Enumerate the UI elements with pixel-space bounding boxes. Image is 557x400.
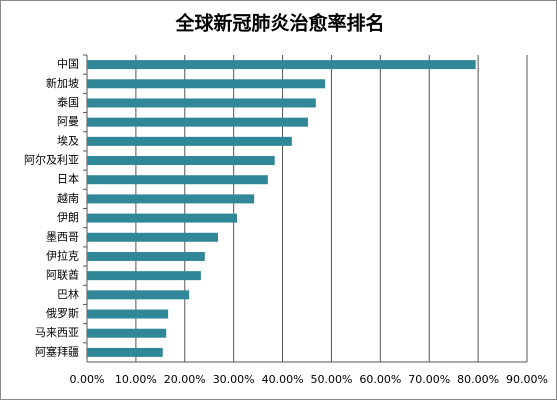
x-tick-label: 60.00%	[359, 373, 401, 386]
x-tick-label: 40.00%	[262, 373, 304, 386]
y-tick-label: 阿尔及利亚	[24, 154, 79, 167]
bar	[87, 79, 326, 89]
y-tick-label: 越南	[57, 191, 79, 205]
y-tick-label: 伊拉克	[46, 248, 79, 262]
y-tick-label: 日本	[57, 172, 79, 186]
x-tick-label: 90.00%	[506, 373, 548, 386]
x-tick-label: 30.00%	[213, 373, 255, 386]
y-tick-label: 阿塞拜疆	[35, 344, 79, 358]
x-tick-label: 50.00%	[310, 373, 352, 386]
bar	[87, 309, 169, 319]
bar	[87, 98, 316, 108]
bar	[87, 117, 308, 127]
x-tick-label: 80.00%	[457, 373, 499, 386]
y-tick-label: 阿联酋	[46, 268, 79, 282]
bar	[87, 290, 190, 300]
y-tick-label: 巴林	[57, 287, 79, 301]
bar	[87, 328, 167, 338]
y-tick-label: 马来西亚	[35, 326, 79, 339]
y-tick-label: 中国	[57, 58, 79, 71]
bar	[87, 136, 292, 146]
y-tick-label: 俄罗斯	[46, 307, 79, 320]
y-tick-label: 阿曼	[57, 115, 79, 128]
bar	[87, 251, 205, 261]
bar	[87, 156, 275, 166]
x-tick-label: 0.00%	[70, 373, 105, 386]
chart-title: 全球新冠肺炎治愈率排名	[174, 12, 384, 35]
x-tick-label: 70.00%	[408, 373, 450, 386]
bar	[87, 232, 219, 242]
y-tick-label: 泰国	[57, 95, 79, 109]
y-tick-label: 新加坡	[46, 76, 79, 90]
x-tick-label: 10.00%	[115, 373, 157, 386]
bar	[87, 271, 201, 281]
x-tick-label: 20.00%	[164, 373, 206, 386]
y-tick-label: 埃及	[57, 133, 79, 147]
y-tick-label: 墨西哥	[46, 230, 79, 243]
bar	[87, 347, 163, 357]
y-tick-label: 伊朗	[57, 211, 79, 224]
bar	[87, 194, 255, 204]
bar	[87, 60, 476, 70]
bar	[87, 175, 268, 185]
bar	[87, 213, 238, 223]
